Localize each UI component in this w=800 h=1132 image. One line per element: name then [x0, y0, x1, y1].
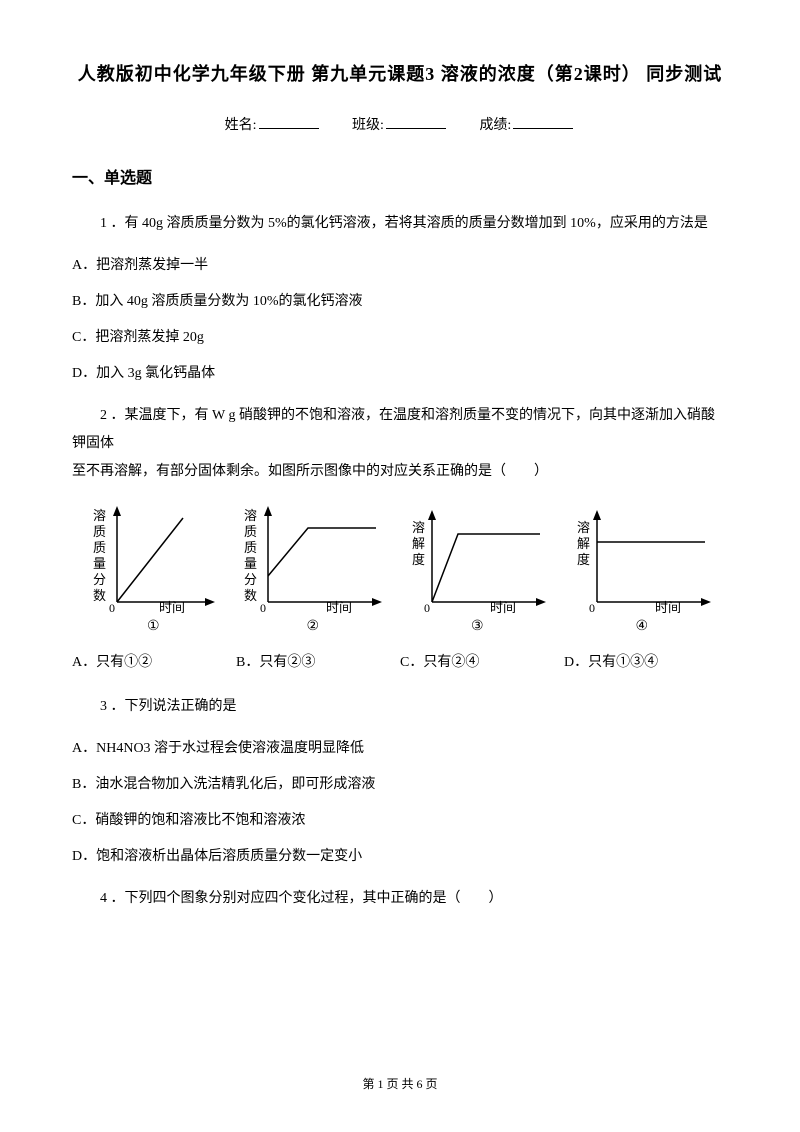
section-header: 一、单选题 — [72, 164, 728, 188]
chart-2-svg: 溶 质 质 量 分 数 0 时间 — [238, 504, 388, 614]
q3-optB: B．油水混合物加入洗洁精乳化后，即可形成溶液 — [72, 771, 728, 799]
chart-1-label: ① — [147, 618, 160, 635]
q1-optD: D．加入 3g 氯化钙晶体 — [72, 360, 728, 388]
svg-text:质: 质 — [244, 524, 257, 539]
svg-text:0: 0 — [589, 601, 595, 614]
svg-text:量: 量 — [244, 556, 257, 571]
name-blank[interactable] — [259, 128, 319, 129]
svg-text:数: 数 — [244, 588, 257, 603]
chart-3: 溶 解 度 0 时间 ③ — [402, 504, 552, 635]
q1-optB: B．加入 40g 溶质质量分数为 10%的氯化钙溶液 — [72, 288, 728, 316]
chart-1: 溶 质 质 量 分 数 0 时间 ① — [83, 504, 223, 635]
q3-stem: 3 ．下列说法正确的是 — [72, 693, 728, 721]
q2-optB: B．只有②③ — [236, 651, 400, 671]
class-label: 班级: — [352, 118, 384, 133]
chart-4: 溶 解 度 0 时间 ④ — [567, 504, 717, 635]
class-blank[interactable] — [386, 128, 446, 129]
score-label: 成绩: — [479, 118, 511, 133]
svg-text:数: 数 — [93, 588, 106, 603]
svg-text:时间: 时间 — [159, 600, 185, 614]
svg-text:0: 0 — [424, 601, 430, 614]
svg-text:0: 0 — [109, 601, 115, 614]
chart-2: 溶 质 质 量 分 数 0 时间 ② — [238, 504, 388, 635]
q1-stem: 1 ．有 40g 溶质质量分数为 5%的氯化钙溶液，若将其溶质的质量分数增加到 … — [72, 210, 728, 238]
chart-3-svg: 溶 解 度 0 时间 — [402, 504, 552, 614]
q3-optA: A．NH4NO3 溶于水过程会使溶液温度明显降低 — [72, 735, 728, 763]
svg-text:溶: 溶 — [577, 520, 590, 535]
q3-optC: C．硝酸钾的饱和溶液比不饱和溶液浓 — [72, 807, 728, 835]
page-footer: 第 1 页 共 6 页 — [0, 1075, 800, 1092]
q2-optD: D．只有①③④ — [564, 651, 728, 671]
chart-3-label: ③ — [471, 618, 484, 635]
q3-optD: D．饱和溶液析出晶体后溶质质量分数一定变小 — [72, 843, 728, 871]
form-line: 姓名: 班级: 成绩: — [72, 114, 728, 134]
svg-text:时间: 时间 — [655, 600, 681, 614]
svg-text:度: 度 — [577, 552, 590, 567]
svg-text:质: 质 — [93, 540, 106, 555]
q2-optA: A．只有①② — [72, 651, 236, 671]
name-label: 姓名: — [225, 118, 257, 133]
svg-text:度: 度 — [412, 552, 425, 567]
svg-text:时间: 时间 — [490, 600, 516, 614]
q2-stem: 2 ．某温度下，有 W g 硝酸钾的不饱和溶液，在温度和溶剂质量不变的情况下，向… — [72, 402, 728, 486]
svg-text:量: 量 — [93, 556, 106, 571]
q1-optA: A．把溶剂蒸发掉一半 — [72, 252, 728, 280]
page-title: 人教版初中化学九年级下册 第九单元课题3 溶液的浓度（第2课时） 同步测试 — [72, 60, 728, 86]
svg-text:时间: 时间 — [326, 600, 352, 614]
chart-4-label: ④ — [635, 618, 648, 635]
svg-text:解: 解 — [577, 536, 590, 551]
svg-text:溶: 溶 — [93, 508, 106, 523]
chart-2-label: ② — [306, 618, 319, 635]
svg-text:溶: 溶 — [244, 508, 257, 523]
q1-optC: C．把溶剂蒸发掉 20g — [72, 324, 728, 352]
q2-stem-l1: 2 ．某温度下，有 W g 硝酸钾的不饱和溶液，在温度和溶剂质量不变的情况下，向… — [72, 402, 728, 458]
charts-row: 溶 质 质 量 分 数 0 时间 ① 溶 质 质 量 分 数 0 — [72, 504, 728, 635]
chart-4-svg: 溶 解 度 0 时间 — [567, 504, 717, 614]
q4-stem: 4 ．下列四个图象分别对应四个变化过程，其中正确的是（ ） — [72, 885, 728, 913]
svg-text:质: 质 — [244, 540, 257, 555]
svg-text:分: 分 — [244, 572, 257, 587]
svg-text:质: 质 — [93, 524, 106, 539]
svg-text:0: 0 — [260, 601, 266, 614]
svg-text:溶: 溶 — [412, 520, 425, 535]
score-blank[interactable] — [513, 128, 573, 129]
svg-text:解: 解 — [412, 536, 425, 551]
q2-stem-l2: 至不再溶解，有部分固体剩余。如图所示图像中的对应关系正确的是（ ） — [72, 458, 728, 486]
svg-text:分: 分 — [93, 572, 106, 587]
chart-1-svg: 溶 质 质 量 分 数 0 时间 — [83, 504, 223, 614]
q2-optC: C．只有②④ — [400, 651, 564, 671]
q2-options: A．只有①② B．只有②③ C．只有②④ D．只有①③④ — [72, 651, 728, 671]
